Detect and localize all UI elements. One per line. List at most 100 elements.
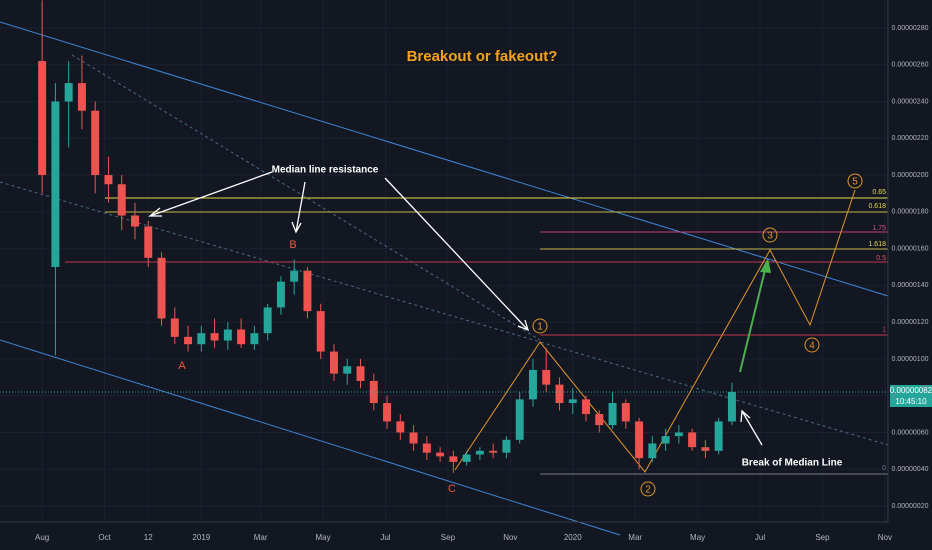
candle-body — [449, 456, 458, 462]
candle — [608, 392, 617, 429]
candle-body — [701, 447, 710, 451]
candle — [688, 428, 697, 451]
candle-body — [635, 421, 644, 459]
wave-label: C — [448, 483, 456, 495]
candle-body — [290, 270, 299, 282]
candle — [144, 221, 153, 267]
candle — [77, 55, 86, 130]
arrow — [384, 177, 529, 331]
candle — [131, 202, 139, 240]
candle-body — [343, 366, 352, 374]
candle — [51, 83, 60, 356]
candle-body — [303, 270, 312, 312]
y-tick-label: 0.00000060 — [892, 429, 929, 436]
candle-body — [409, 432, 418, 444]
candle — [396, 414, 405, 440]
wave-label: 1 — [537, 322, 543, 333]
fib-label: 0.65 — [872, 189, 886, 196]
candle-body — [91, 110, 100, 176]
annotation: Break of Median Line — [742, 458, 843, 469]
projection-arrow — [739, 265, 767, 373]
y-tick-label: 0.00000240 — [892, 98, 929, 105]
median-line — [0, 181, 889, 446]
candle — [449, 450, 458, 473]
candle-body — [688, 432, 697, 448]
arrow — [149, 171, 273, 217]
candle — [263, 303, 272, 341]
candle — [104, 156, 113, 203]
candle — [409, 425, 418, 451]
fib-label: 1.75 — [872, 225, 886, 232]
y-tick-label: 0.00000220 — [892, 135, 929, 142]
candle-body — [210, 333, 219, 341]
wave-circle — [532, 318, 548, 334]
candle — [542, 347, 551, 393]
y-tick-label: 0.00000160 — [892, 245, 929, 252]
wave-circle — [804, 337, 820, 353]
candle-body — [104, 175, 113, 185]
y-tick-label: 0.00000180 — [892, 209, 929, 216]
candle-body — [528, 369, 537, 400]
fib-label: 0 — [882, 465, 886, 472]
candle-body — [436, 452, 445, 457]
candle-body — [422, 443, 431, 453]
candle — [422, 436, 431, 461]
candle — [436, 447, 445, 462]
candle — [714, 417, 723, 455]
x-tick-label: May — [690, 533, 705, 542]
arrow-head — [517, 319, 530, 332]
candle-body — [727, 392, 736, 422]
arrow-head — [740, 409, 751, 423]
candle — [528, 358, 537, 407]
x-tick-label: Oct — [98, 533, 111, 542]
wave-circle — [762, 227, 778, 243]
fib-label: 1 — [882, 327, 886, 334]
candle-body — [542, 369, 551, 385]
y-tick-label: 0.00000140 — [892, 282, 929, 289]
x-tick-label: Aug — [35, 533, 49, 542]
candle — [170, 307, 179, 345]
candle-body — [595, 414, 604, 426]
y-tick-label: 0.00000100 — [892, 356, 929, 363]
wave-label: A — [178, 360, 186, 372]
price-axis — [888, 0, 932, 550]
fib-label: 1.618 — [868, 241, 886, 248]
candle-body — [582, 399, 590, 415]
candle — [621, 399, 630, 429]
candle — [383, 395, 392, 429]
candle — [582, 395, 590, 422]
candle-body — [396, 421, 405, 433]
candle-body — [608, 403, 617, 426]
pointer-arrows — [148, 171, 763, 446]
x-tick-label: May — [315, 533, 330, 542]
candle — [290, 259, 299, 295]
candles — [38, 0, 736, 473]
candle-body — [170, 318, 179, 337]
x-tick-label: 12 — [144, 533, 153, 542]
candle-body — [38, 61, 47, 176]
candle — [303, 266, 312, 319]
dotted-line — [71, 54, 541, 341]
channel-upper — [0, 21, 889, 297]
x-tick-label: 2019 — [192, 533, 210, 542]
candle — [555, 377, 564, 411]
x-tick-label: 2020 — [564, 533, 582, 542]
fib-label: 0.5 — [876, 255, 886, 262]
x-tick-label: Jul — [380, 533, 390, 542]
candle — [489, 443, 498, 459]
candle — [223, 322, 232, 350]
candle-body — [568, 399, 577, 404]
y-tick-label: 0.00000040 — [892, 466, 929, 473]
candle — [250, 325, 259, 350]
fib-label: 0.618 — [868, 203, 886, 210]
wave-labels: A B C 1 2 3 4 5 0.65 0.618 1.75 1.618 0.5 1 0 — [178, 173, 886, 497]
candle-body — [250, 333, 259, 345]
candle — [276, 276, 285, 315]
arrow-head — [291, 221, 302, 234]
candle-body — [263, 307, 272, 334]
x-tick-label: Nov — [878, 533, 892, 542]
candle — [343, 358, 352, 385]
candle-body — [157, 257, 166, 319]
arrow — [295, 181, 306, 233]
